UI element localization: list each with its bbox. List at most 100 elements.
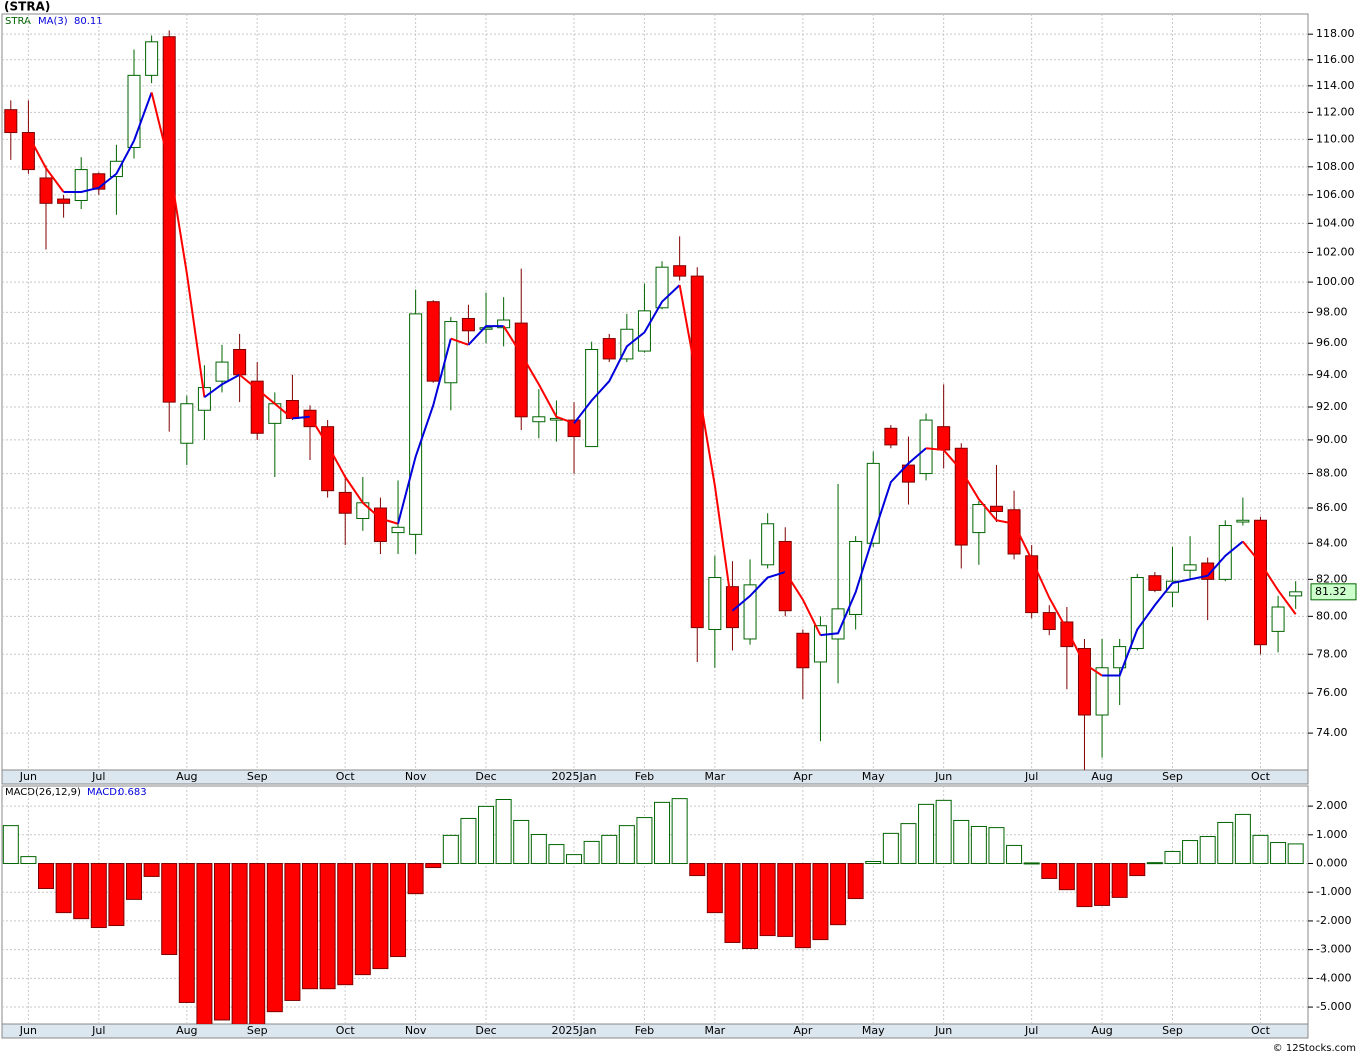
y-tick-label: 86.00 <box>1316 501 1348 514</box>
macd-bar <box>249 863 266 1024</box>
candle-body <box>356 502 370 519</box>
candle-body <box>796 632 810 669</box>
x-tick-label: Nov <box>405 1024 427 1037</box>
macd-bar <box>618 825 635 865</box>
candle-body <box>373 507 387 542</box>
macd-bar <box>654 801 671 865</box>
candle-body <box>180 403 194 444</box>
x-tick-label: Oct <box>336 770 356 783</box>
candle-body <box>21 132 35 171</box>
x-tick-label: Mar <box>704 770 725 783</box>
y-tick-label: 2.000 <box>1316 799 1348 812</box>
ma-line <box>1102 540 1244 677</box>
macd-bar <box>882 832 899 865</box>
macd-bar <box>354 863 371 976</box>
candle-body <box>532 416 546 423</box>
candle-body <box>708 577 722 631</box>
price-plot <box>2 14 1308 770</box>
ma-line <box>1242 540 1297 615</box>
candle-body <box>761 523 775 566</box>
macd-bar <box>1111 863 1128 898</box>
x-tick-label: Aug <box>1091 770 1112 783</box>
ma-line <box>309 416 399 525</box>
candle-body <box>937 426 951 451</box>
footer: © 12Stocks.com <box>1273 1043 1356 1054</box>
candle-body <box>1218 525 1232 580</box>
macd-bar <box>548 844 565 865</box>
legend-ma: MA(3) <box>38 16 68 27</box>
macd-bar <box>1287 843 1304 865</box>
y-tick-label: 114.00 <box>1316 79 1355 92</box>
x-tick-label: Sep <box>1162 770 1183 783</box>
candle-body <box>919 419 933 475</box>
x-tick-label: Jul <box>1024 770 1038 783</box>
macd-bar <box>319 863 336 990</box>
candle-body <box>39 177 53 204</box>
candle-body <box>1236 519 1250 523</box>
candle-body <box>743 584 757 640</box>
macd-bar <box>266 863 283 1013</box>
macd-bar <box>742 863 759 949</box>
candle-body <box>673 265 687 277</box>
macd-bar <box>478 805 495 865</box>
candle-body <box>831 608 845 640</box>
macd-bar <box>1041 863 1058 879</box>
y-tick-label: 78.00 <box>1316 647 1348 660</box>
legend-symbol: STRA <box>5 16 31 27</box>
y-tick-label: 84.00 <box>1316 536 1348 549</box>
candle-body <box>162 36 176 403</box>
macd-bar <box>865 861 882 865</box>
candle-body <box>250 380 264 434</box>
candle-body <box>1077 648 1091 716</box>
candle-body <box>1183 564 1197 571</box>
macd-bar <box>601 834 618 865</box>
y-tick-label: -5.000 <box>1316 1000 1351 1013</box>
candle-body <box>1253 519 1267 646</box>
candle-body <box>1130 577 1144 650</box>
candle-body <box>849 540 863 615</box>
macd-bar <box>724 863 741 943</box>
last-price-box <box>1310 583 1357 601</box>
macd-bar <box>284 863 301 1001</box>
y-tick-label: 92.00 <box>1316 400 1348 413</box>
ma-line <box>502 325 575 425</box>
candle-body <box>1165 580 1179 593</box>
macd-bar <box>1058 863 1075 891</box>
axes: Jun Jun Jul Jul Aug Aug Sep Sep Oct Oct Nov Nov Dec D… <box>19 27 1357 1037</box>
macd-bar <box>530 834 547 865</box>
x-tick-label: Jun <box>19 770 37 783</box>
chart-title: (STRA) <box>4 0 50 14</box>
candle-body <box>1042 612 1056 631</box>
macd-bar <box>442 834 459 865</box>
macd-bar <box>953 819 970 865</box>
candle-body <box>109 160 123 178</box>
ma-line <box>820 447 927 637</box>
macd-plot <box>2 786 1308 1024</box>
ma-line <box>63 92 153 193</box>
legend-ma-value: 80.11 <box>74 16 103 27</box>
macd-bar <box>1217 821 1234 865</box>
macd-bar <box>20 856 37 865</box>
ma-line <box>573 284 681 424</box>
x-tick-label: Jun <box>934 770 952 783</box>
macd-bar <box>161 863 178 956</box>
macd-bar <box>706 863 723 914</box>
y-tick-label: -4.000 <box>1316 971 1351 984</box>
x-tick-label: Oct <box>336 1024 356 1037</box>
candle-body <box>321 426 335 492</box>
macd-value: 0.683 <box>118 787 147 798</box>
macd-bar <box>302 863 319 990</box>
x-axis-band <box>1 769 1309 785</box>
macd-bar <box>1270 842 1287 865</box>
candle-body <box>57 198 71 204</box>
candle-body <box>1289 591 1303 597</box>
candle-body <box>954 447 968 546</box>
macd-bar <box>55 863 72 914</box>
y-tick-label: 100.00 <box>1316 275 1355 288</box>
macd-bar <box>1182 840 1199 865</box>
ma-line <box>731 571 786 612</box>
ma-line <box>203 373 241 399</box>
candle-body <box>1201 562 1215 580</box>
x-tick-label: Apr <box>793 1024 813 1037</box>
y-tick-label: -3.000 <box>1316 943 1351 956</box>
